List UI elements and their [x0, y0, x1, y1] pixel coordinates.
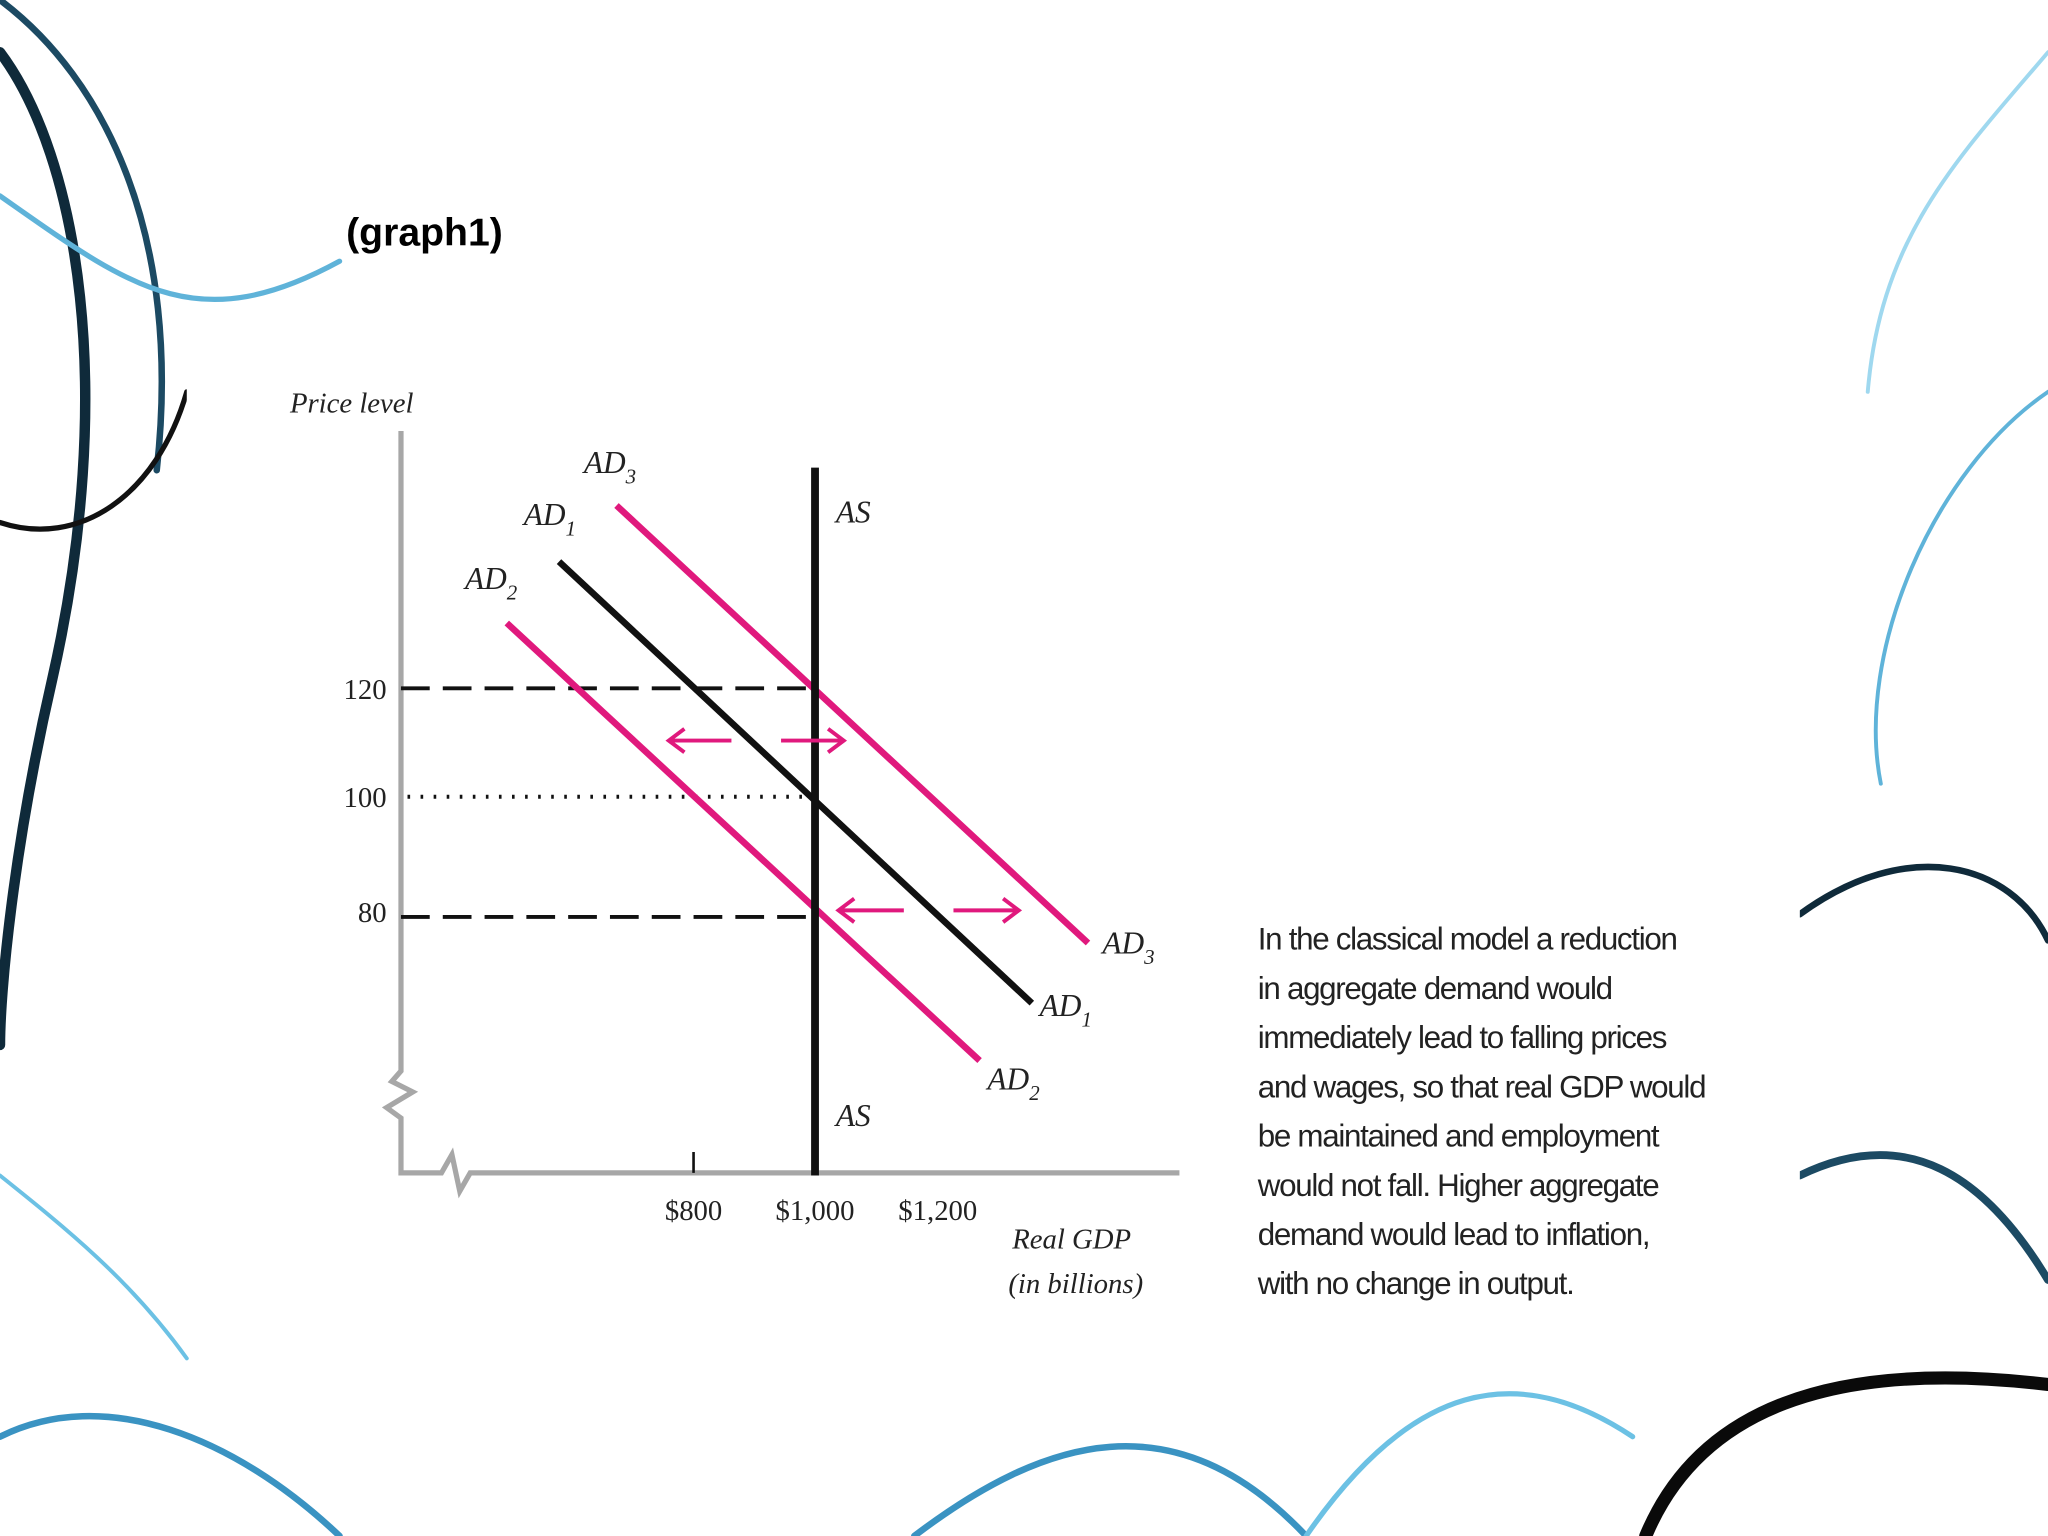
- curve-label-base: AD: [522, 497, 566, 532]
- ad1-curve: [556, 559, 1035, 1006]
- x-axis-label: Real GDP: [1011, 1224, 1131, 1256]
- caption-line: be maintained and employment: [1258, 1119, 1660, 1154]
- x-tick-label: $800: [665, 1195, 722, 1227]
- curve-label-sub: 2: [507, 581, 517, 605]
- caption-line: would not fall. Higher aggregate: [1257, 1168, 1659, 1203]
- curve-label-sub: 1: [566, 517, 576, 541]
- curve-label-base: AD: [1038, 988, 1082, 1023]
- curve-label: AD2: [463, 561, 517, 604]
- y-tick-label: 120: [344, 674, 387, 706]
- caption-line: In the classical model a reduction: [1258, 922, 1677, 957]
- caption-line: in aggregate demand would: [1258, 971, 1612, 1006]
- curve-label-base: AD: [985, 1061, 1029, 1096]
- curve-label-base: AD: [582, 445, 626, 480]
- curve-label: AD2: [985, 1061, 1039, 1104]
- curve-label-sub: 3: [1143, 945, 1154, 969]
- curve-label: AD3: [582, 445, 636, 488]
- y-tick-label: 100: [344, 782, 387, 814]
- ad2-curve: [504, 620, 982, 1063]
- x-axis-label: (in billions): [1008, 1268, 1143, 1300]
- caption-line: with no change in output.: [1257, 1266, 1574, 1301]
- ad3-curve: [614, 503, 1091, 946]
- curve-label: AD1: [1038, 988, 1092, 1031]
- curve-label-sub: 1: [1081, 1008, 1091, 1032]
- curve-label: AD3: [1100, 925, 1154, 968]
- graph: Price level Real GDP (in billions) 120 1…: [289, 388, 1180, 1300]
- shift-arrows: [665, 727, 1023, 924]
- axes: [381, 431, 1180, 1199]
- x-tick-label: $1,200: [898, 1195, 977, 1227]
- curve-label-sub: 3: [625, 464, 636, 488]
- y-tick-label: 80: [358, 897, 387, 929]
- curve-label-base: AD: [1100, 925, 1144, 960]
- curve-label-sub: 2: [1029, 1081, 1039, 1105]
- caption-line: demand would lead to inflation,: [1258, 1217, 1649, 1252]
- caption-line: immediately lead to falling prices: [1258, 1020, 1667, 1055]
- caption: In the classical model a reduction in agg…: [1257, 922, 1707, 1302]
- caption-line: and wages, so that real GDP would: [1258, 1069, 1705, 1104]
- curve-label: AD1: [522, 497, 576, 540]
- curve-label: AS: [834, 494, 871, 529]
- curve-label-base: AD: [463, 561, 507, 596]
- x-tick-label: $1,000: [776, 1195, 855, 1227]
- slide-label: (graph1): [346, 212, 503, 255]
- curve-label: AS: [834, 1098, 871, 1133]
- y-axis-label: Price level: [289, 388, 414, 420]
